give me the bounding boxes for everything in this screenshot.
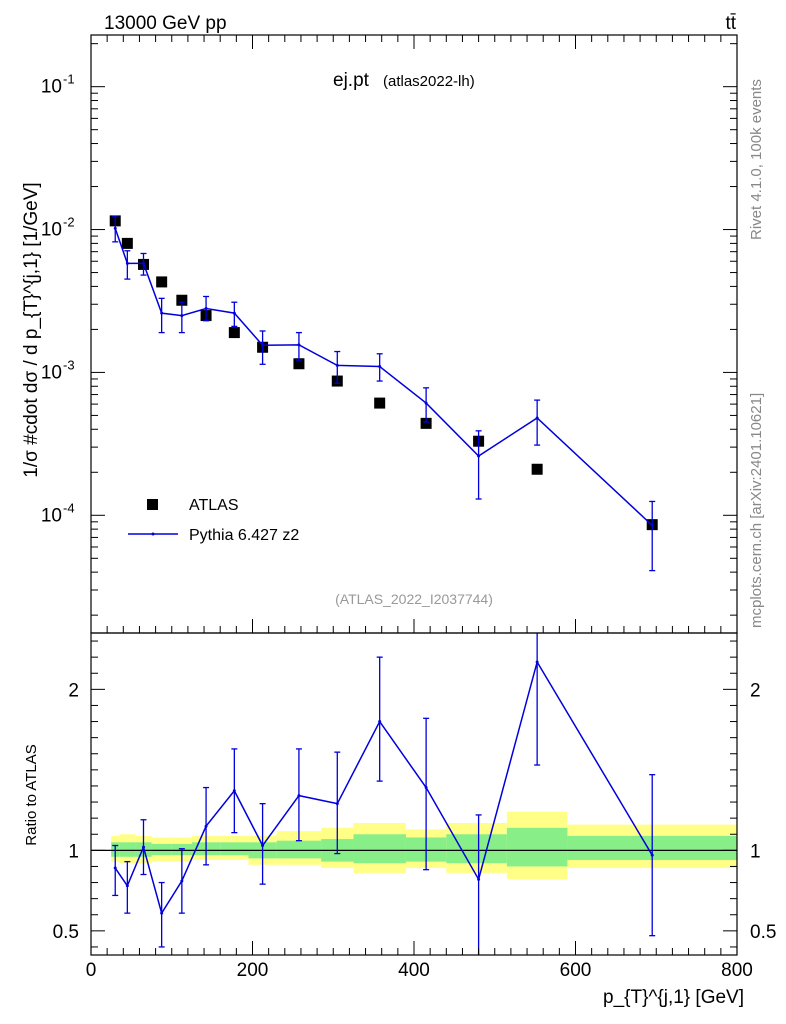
y-tick-label-exponent: -3 [63, 357, 75, 372]
ratio-point [261, 844, 265, 848]
ratio-y-tick-label-right: 0.5 [750, 922, 776, 943]
legend-marker-pythia-dot [151, 532, 155, 536]
x-tick-label: 200 [237, 960, 269, 981]
ratio-point [535, 660, 539, 664]
ratio-band-inner [506, 827, 568, 867]
atlas-point [176, 294, 188, 306]
ratio-y-tick-label-right: 1 [750, 841, 761, 862]
atlas-point [531, 463, 543, 475]
ratio-frame [90, 632, 738, 956]
atlas-point [121, 237, 133, 249]
atlas-point [293, 358, 305, 370]
legend-marker-atlas [147, 499, 158, 510]
x-axis-title: p_{T}^{j,1} [GeV] [603, 987, 744, 1008]
source-label: mcplots.cern.ch [arXiv:2401.10621] [748, 393, 765, 628]
pythia-point [113, 226, 117, 230]
pythia-point [261, 343, 265, 347]
atlas-point [156, 276, 168, 288]
ratio-point [204, 824, 208, 828]
pythia-point [297, 343, 301, 347]
pythia-point [335, 363, 339, 367]
pythia-line [114, 228, 653, 526]
ratio-point [141, 845, 145, 849]
ratio-panel: Ratio to ATLAS [23, 632, 738, 956]
ratio-point [160, 911, 164, 915]
ratio-band-inner [276, 840, 322, 859]
pythia-point [477, 454, 481, 458]
pythia-point [232, 311, 236, 315]
ratio-point [180, 879, 184, 883]
atlas-point [228, 327, 240, 339]
ratio-y-axis-title: Ratio to ATLAS [23, 744, 40, 845]
ratio-point [335, 802, 339, 806]
atlas-point [420, 417, 432, 429]
energy-label: 13000 GeV pp [104, 13, 227, 34]
ratio-point [424, 786, 428, 790]
x-tick-label: 800 [721, 960, 753, 981]
pythia-point [125, 261, 129, 265]
legend-label-atlas: ATLAS [189, 497, 239, 514]
process-label: tt̄ [725, 13, 736, 34]
legend-label-pythia: Pythia 6.427 z2 [189, 527, 299, 544]
pythia-point [204, 307, 208, 311]
chart-subtitle: (atlas2022-lh) [383, 73, 475, 90]
y-tick-label: 10 [41, 505, 62, 526]
pythia-point [535, 416, 539, 420]
ratio-band-inner [353, 834, 406, 864]
watermark: (ATLAS_2022_I2037744) [335, 591, 493, 607]
ratio-y-tick-label-right: 2 [750, 680, 761, 701]
pythia-point [378, 365, 382, 369]
x-tick-label: 600 [560, 960, 592, 981]
ratio-y-tick-label: 0.5 [53, 922, 79, 943]
chart-title: ej.pt [333, 70, 370, 91]
ratio-band-inner [151, 843, 172, 856]
main-panel: ej.pt (atlas2022-lh) (ATLAS_2022_I203774… [21, 34, 738, 634]
y-tick-label: 10 [41, 220, 62, 241]
x-tick-label: 0 [86, 960, 97, 981]
y-tick-label-exponent: -1 [63, 72, 75, 87]
y-tick-label: 10 [41, 77, 62, 98]
pythia-point [160, 311, 164, 315]
x-tick-label: 400 [398, 960, 430, 981]
y-tick-label-exponent: -2 [63, 215, 75, 230]
ratio-band-inner [119, 842, 136, 857]
y-tick-label: 10 [41, 362, 62, 383]
ratio-y-tick-label: 2 [68, 680, 79, 701]
ratio-point [232, 789, 236, 793]
atlas-point [374, 397, 386, 409]
ratio-point [113, 866, 117, 870]
ratio-point [297, 794, 301, 798]
pythia-point [650, 523, 654, 527]
y-tick-label-exponent: -4 [63, 500, 75, 515]
ratio-y-tick-label: 1 [68, 841, 79, 862]
y-axis-title: 1/σ #cdot dσ / d p_{T}^{j,1} [1/GeV] [21, 182, 42, 477]
ratio-band-inner [220, 842, 249, 856]
ratio-line [114, 660, 653, 915]
ratio-point [650, 853, 654, 857]
rivet-label: Rivet 4.1.0, 100k events [748, 79, 765, 240]
pythia-point [180, 314, 184, 318]
main-frame [90, 34, 738, 634]
ratio-point [477, 877, 481, 881]
ratio-point [125, 884, 129, 888]
legend: ATLAS Pythia 6.427 z2 [128, 497, 299, 544]
pythia-point [424, 401, 428, 405]
ratio-point [378, 720, 382, 724]
pythia-point [141, 261, 145, 265]
